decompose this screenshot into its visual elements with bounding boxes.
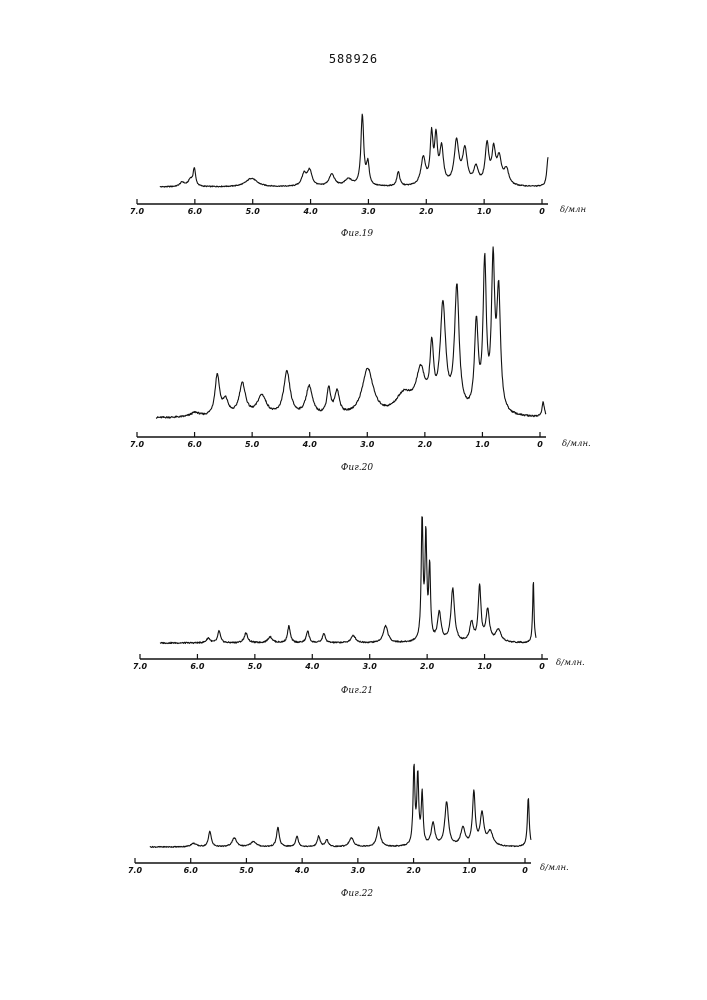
x-tick-label: 0 bbox=[522, 866, 528, 875]
x-tick-label: 6.0 bbox=[187, 440, 202, 449]
x-axis-unit-label: δ/млн bbox=[560, 205, 586, 215]
x-tick-label: 4.0 bbox=[304, 662, 320, 671]
x-tick-label: 7.0 bbox=[133, 662, 148, 671]
x-tick-label: 0 bbox=[539, 662, 545, 671]
x-tick-label: 4.0 bbox=[302, 207, 318, 216]
spectrum-trace bbox=[150, 764, 531, 847]
x-tick-label: 3.0 bbox=[361, 207, 376, 216]
x-tick-label: 1.0 bbox=[477, 662, 492, 671]
x-tick-label: 2.0 bbox=[418, 440, 433, 449]
x-tick-label: 5.0 bbox=[239, 866, 254, 875]
x-tick-label: 2.0 bbox=[419, 207, 434, 216]
x-tick-label: 4.0 bbox=[302, 440, 318, 449]
spectrum-panel-21: 7.0 6.0 5.0 4.0 3.0 2.0 1.0 0 δ/млн. Фиг.21 bbox=[133, 517, 585, 696]
x-axis-unit-label: δ/млн. bbox=[540, 863, 569, 873]
x-tick-label: 3.0 bbox=[360, 440, 375, 449]
spectrum-panel-20: 7.0 6.0 5.0 4.0 3.0 2.0 1.0 0 δ/млн. Фиг.20 bbox=[130, 247, 591, 473]
x-tick-label: 2.0 bbox=[406, 866, 421, 875]
x-tick-label: 0 bbox=[537, 440, 543, 449]
x-tick-label: 5.0 bbox=[248, 662, 263, 671]
figure-caption: Фиг.21 bbox=[341, 686, 373, 696]
x-tick-label: 7.0 bbox=[130, 440, 145, 449]
x-tick-label: 6.0 bbox=[188, 207, 203, 216]
x-tick-label: 5.0 bbox=[245, 440, 260, 449]
spectrum-trace bbox=[160, 114, 548, 187]
x-tick-label: 1.0 bbox=[477, 207, 492, 216]
x-tick-label: 3.0 bbox=[351, 866, 366, 875]
x-tick-label: 4.0 bbox=[294, 866, 310, 875]
x-tick-label: 2.0 bbox=[420, 662, 435, 671]
x-tick-label: 3.0 bbox=[363, 662, 378, 671]
figure-caption: Фиг.19 bbox=[341, 229, 373, 239]
spectrum-panel-22: 7.0 6.0 5.0 4.0 3.0 2.0 1.0 0 δ/млн. Фиг.22 bbox=[128, 764, 569, 899]
x-tick-label: 6.0 bbox=[184, 866, 199, 875]
spectrum-trace bbox=[160, 517, 536, 644]
x-tick-label: 5.0 bbox=[246, 207, 261, 216]
x-tick-label: 7.0 bbox=[130, 207, 145, 216]
x-tick-label: 0 bbox=[539, 207, 545, 216]
spectrum-trace bbox=[156, 247, 546, 418]
x-axis-unit-label: δ/млн. bbox=[556, 658, 585, 668]
x-axis-unit-label: δ/млн. bbox=[562, 439, 591, 449]
x-tick-label: 1.0 bbox=[475, 440, 490, 449]
x-tick-label: 1.0 bbox=[462, 866, 477, 875]
spectrum-panel-19: 7.0 6.0 5.0 4.0 3.0 2.0 1.0 0 δ/млн Фиг.19 bbox=[130, 114, 586, 239]
figure-caption: Фиг.20 bbox=[341, 463, 373, 473]
x-tick-label: 6.0 bbox=[190, 662, 205, 671]
figure-caption: Фиг.22 bbox=[341, 889, 373, 899]
x-tick-label: 7.0 bbox=[128, 866, 143, 875]
